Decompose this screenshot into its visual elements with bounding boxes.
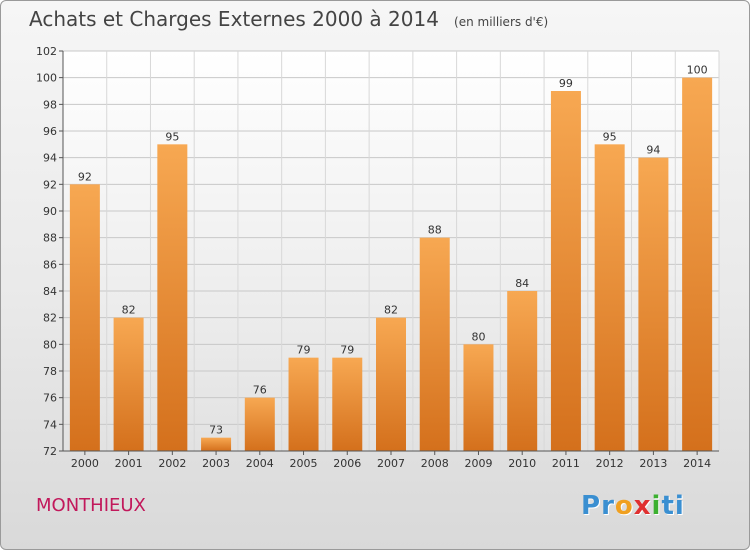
data-label: 84 (515, 277, 529, 290)
y-tick-label: 74 (43, 418, 57, 431)
proxiti-logo-letter: r (601, 491, 615, 521)
bar (376, 317, 406, 451)
x-tick-label: 2001 (115, 457, 143, 470)
x-tick-label: 2000 (71, 457, 99, 470)
y-tick-label: 100 (36, 72, 57, 85)
data-label: 92 (78, 170, 92, 183)
bar (288, 357, 319, 451)
chart-unit: (en milliers d'€) (454, 15, 549, 29)
data-label: 95 (165, 130, 179, 143)
proxiti-logo-letter: x (633, 491, 652, 521)
y-tick-label: 78 (43, 365, 57, 378)
chart-title: Achats et Charges Externes 2000 à 2014 (29, 7, 439, 31)
bar (594, 144, 625, 452)
x-tick-label: 2010 (508, 457, 536, 470)
y-tick-label: 86 (43, 258, 57, 271)
x-tick-label: 2013 (639, 457, 667, 470)
x-tick-label: 2011 (552, 457, 580, 470)
y-tick-label: 92 (43, 178, 57, 191)
bar (550, 91, 581, 451)
x-tick-label: 2005 (290, 457, 318, 470)
x-tick-label: 2008 (421, 457, 449, 470)
x-tick-label: 2009 (464, 457, 492, 470)
proxiti-logo: Proxiti (581, 491, 685, 521)
bar (69, 184, 100, 452)
bar (507, 291, 538, 451)
x-tick-label: 2004 (246, 457, 274, 470)
data-label: 79 (340, 344, 354, 357)
proxiti-logo-letter: t (661, 491, 675, 521)
bar (244, 397, 275, 451)
y-tick-label: 76 (43, 392, 57, 405)
bar (638, 157, 669, 451)
y-tick-label: 82 (43, 312, 57, 325)
bar (463, 344, 494, 451)
y-tick-label: 98 (43, 98, 57, 111)
data-label: 82 (384, 304, 398, 317)
y-tick-label: 90 (43, 205, 57, 218)
bar (332, 357, 363, 451)
commune-name: MONTHIEUX (36, 495, 146, 516)
x-tick-label: 2007 (377, 457, 405, 470)
data-label: 82 (122, 304, 136, 317)
bar (113, 317, 144, 451)
x-tick-label: 2012 (596, 457, 624, 470)
proxiti-logo-letter: P (581, 491, 602, 521)
data-label: 95 (603, 130, 617, 143)
x-tick-label: 2002 (158, 457, 186, 470)
data-label: 76 (253, 384, 267, 397)
data-label: 94 (646, 144, 660, 157)
data-label: 88 (428, 224, 442, 237)
data-label: 73 (209, 424, 223, 437)
proxiti-logo-letter: o (614, 491, 634, 521)
x-tick-label: 2014 (683, 457, 711, 470)
proxiti-logo-letter: i (674, 491, 685, 521)
bar (157, 144, 188, 452)
y-tick-label: 94 (43, 152, 57, 165)
data-label: 79 (297, 344, 311, 357)
data-label: 100 (687, 64, 708, 77)
y-tick-label: 84 (43, 285, 57, 298)
bar (201, 437, 232, 451)
x-tick-label: 2006 (333, 457, 361, 470)
x-tick-label: 2003 (202, 457, 230, 470)
data-label: 80 (471, 330, 485, 343)
data-label: 99 (559, 77, 573, 90)
y-tick-label: 96 (43, 125, 57, 138)
bar (419, 237, 450, 451)
y-tick-label: 72 (43, 445, 57, 458)
y-tick-label: 88 (43, 232, 57, 245)
y-tick-label: 102 (36, 45, 57, 58)
bar (682, 77, 713, 452)
proxiti-logo-letter: i (651, 491, 662, 521)
y-tick-label: 80 (43, 338, 57, 351)
chart-title-block: Achats et Charges Externes 2000 à 2014 (… (29, 7, 548, 31)
